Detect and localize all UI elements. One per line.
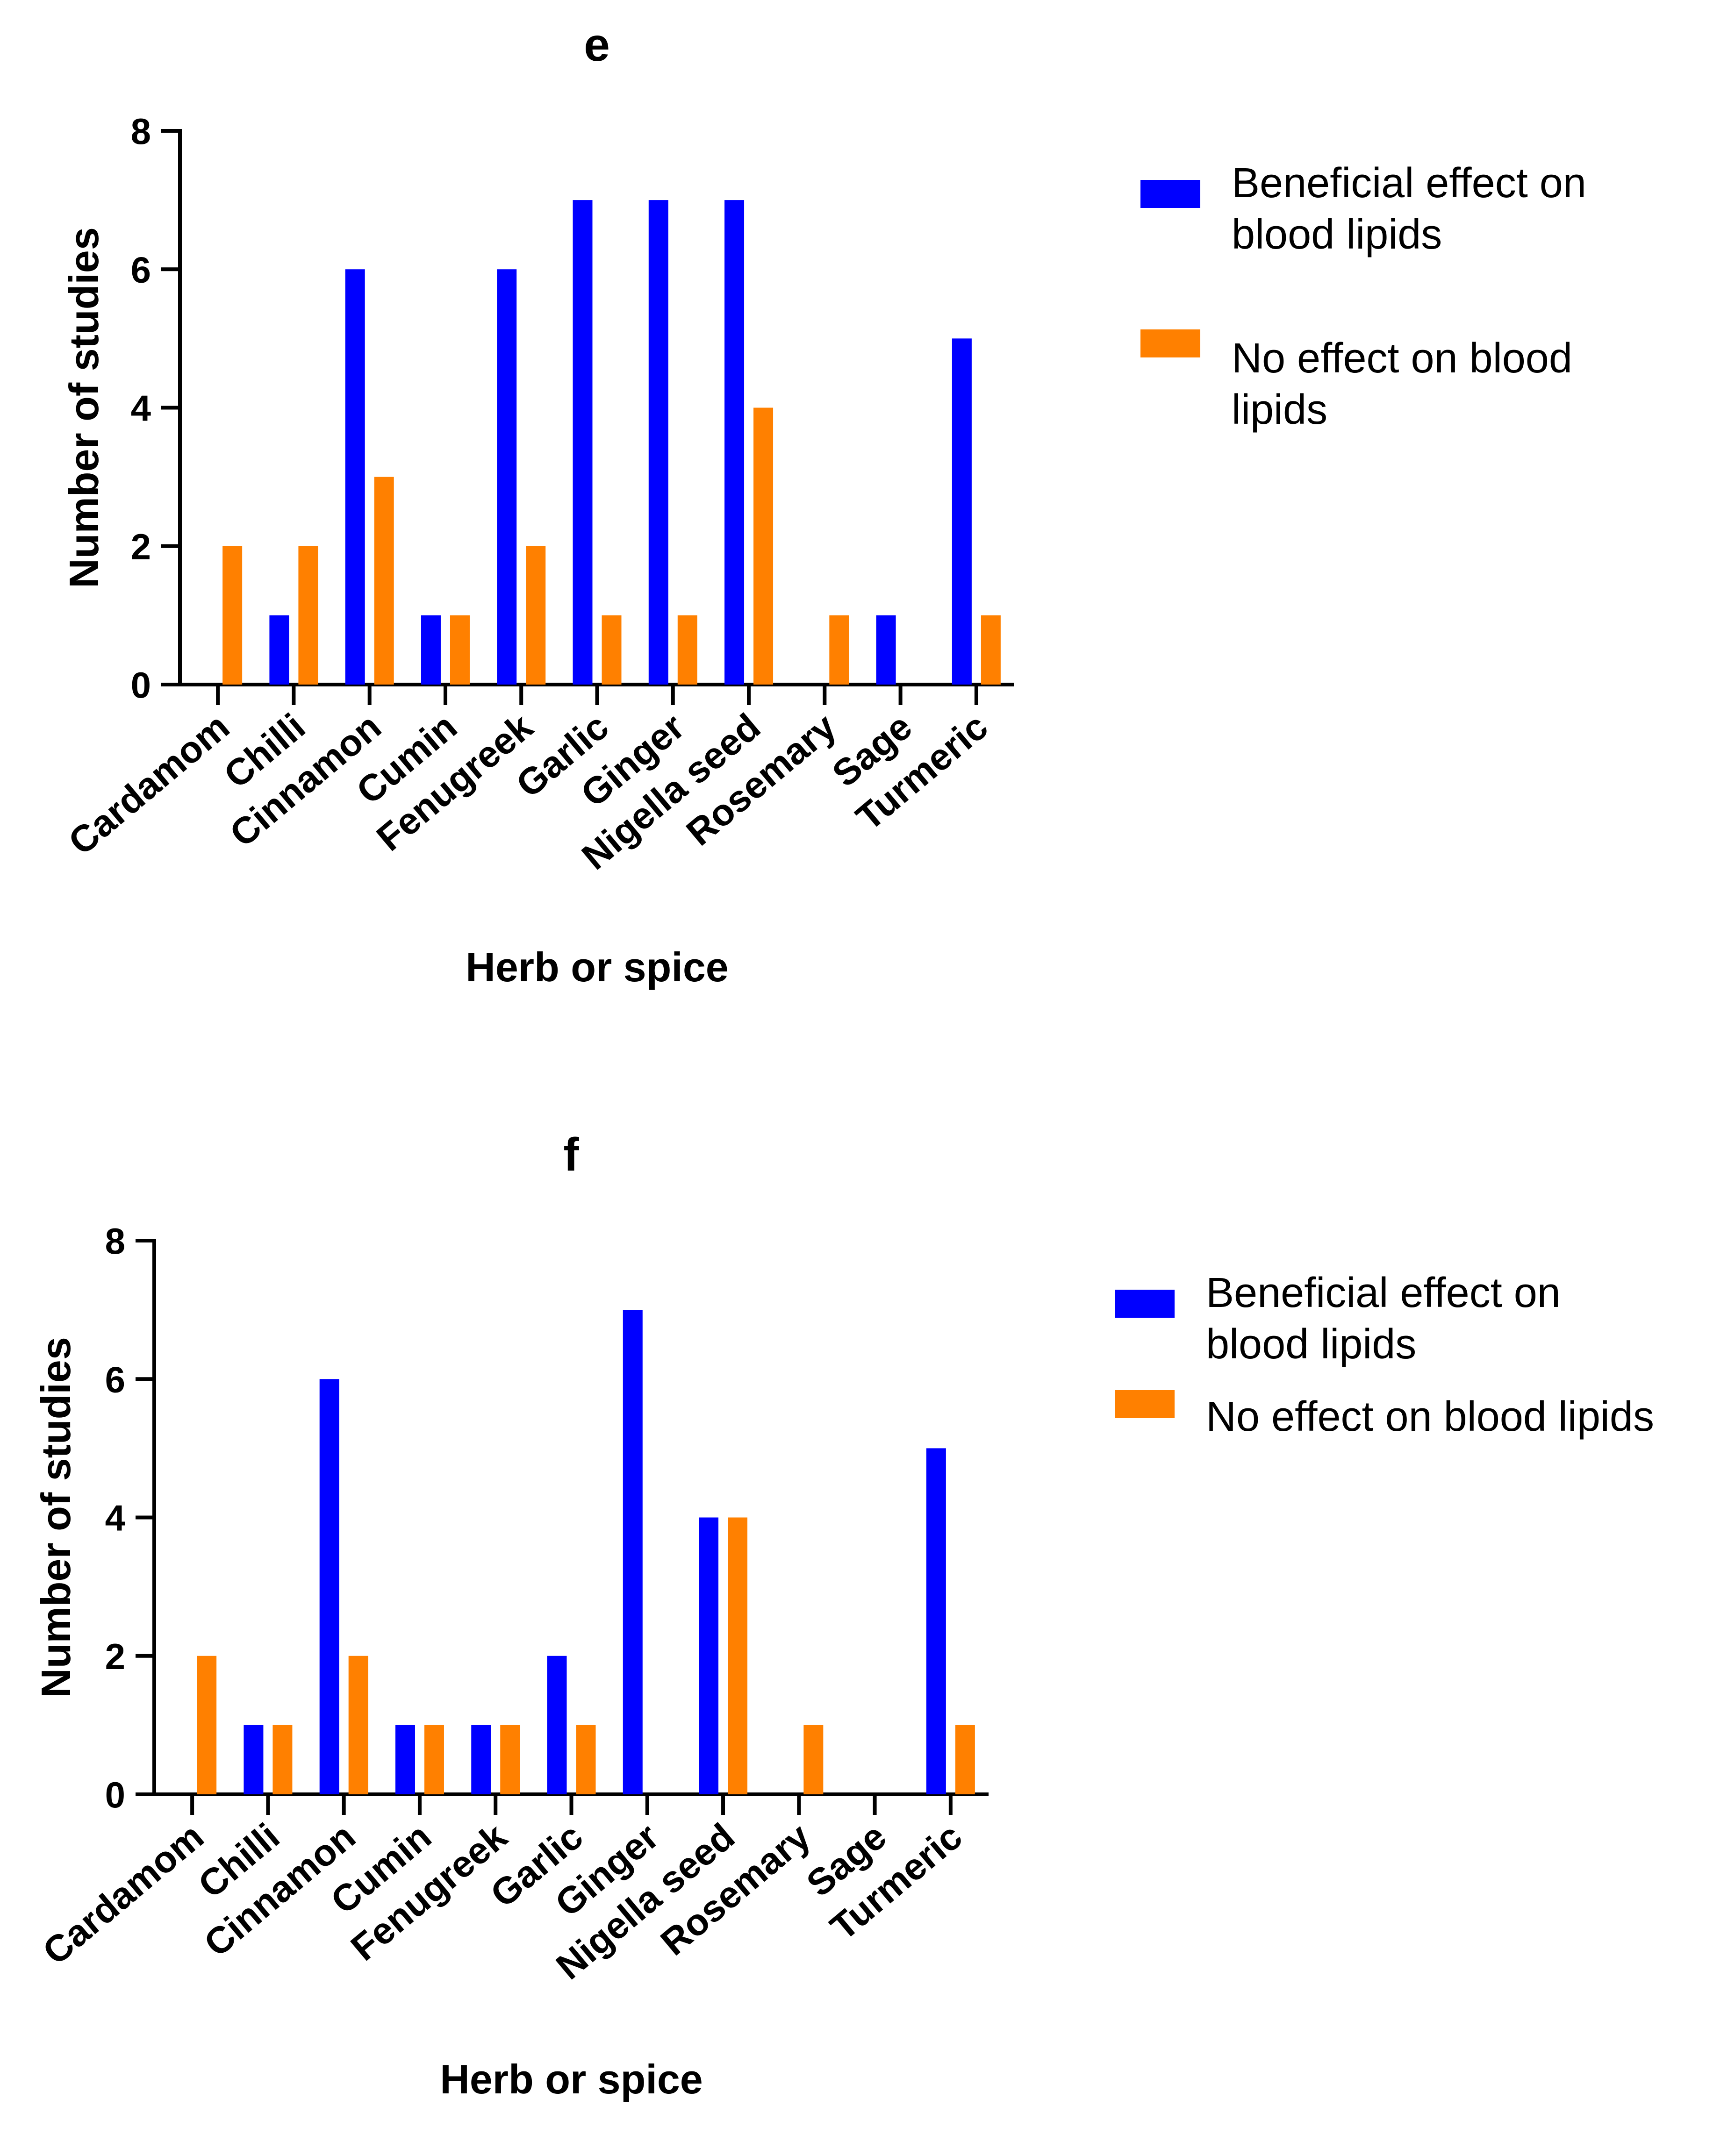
- y-tick-label: 6: [131, 249, 151, 290]
- bar-no-effect-fenugreek: [500, 1725, 520, 1794]
- bar-beneficial-garlic: [573, 200, 593, 685]
- bar-no-effect-turmeric: [955, 1725, 975, 1794]
- bar-beneficial-fenugreek: [471, 1725, 491, 1794]
- legend-label: blood lipids: [1206, 1321, 1416, 1368]
- x-axis-label: Herb or spice: [440, 2056, 703, 2102]
- bar-no-effect-garlic: [602, 615, 622, 685]
- bar-no-effect-chilli: [298, 546, 318, 685]
- y-tick-label: 6: [105, 1359, 125, 1400]
- bar-no-effect-cardamom: [197, 1656, 217, 1794]
- bar-no-effect-nigella-seed: [728, 1517, 748, 1794]
- bar-no-effect-chilli: [272, 1725, 293, 1794]
- chart-title: e: [584, 19, 610, 71]
- bar-beneficial-nigella-seed: [699, 1517, 719, 1794]
- legend-swatch-no-effect: [1115, 1390, 1175, 1418]
- bar-no-effect-rosemary: [829, 615, 849, 685]
- legend-label: lipids: [1232, 386, 1327, 433]
- bar-beneficial-ginger: [648, 200, 668, 685]
- bar-beneficial-cumin: [395, 1725, 415, 1794]
- chart-title: f: [563, 1128, 579, 1181]
- y-axis-label: Number of studies: [61, 227, 107, 588]
- bar-no-effect-ginger: [677, 615, 697, 685]
- legend-swatch-beneficial: [1140, 180, 1200, 208]
- bar-no-effect-fenugreek: [526, 546, 546, 685]
- legend-label: Beneficial effect on: [1232, 160, 1586, 207]
- bar-beneficial-cumin: [421, 615, 441, 685]
- legend-swatch-beneficial: [1115, 1290, 1175, 1318]
- bar-beneficial-sage: [876, 615, 896, 685]
- bar-beneficial-nigella-seed: [724, 200, 745, 685]
- bar-beneficial-cinnamon: [319, 1379, 339, 1794]
- bar-beneficial-fenugreek: [497, 269, 517, 685]
- bar-no-effect-garlic: [576, 1725, 596, 1794]
- bar-no-effect-cumin: [450, 615, 470, 685]
- bar-beneficial-turmeric: [952, 338, 972, 685]
- bar-beneficial-chilli: [269, 615, 289, 685]
- y-tick-label: 2: [131, 526, 151, 567]
- bar-no-effect-cinnamon: [374, 477, 394, 685]
- bar-beneficial-cinnamon: [345, 269, 365, 685]
- legend-swatch-no-effect: [1140, 329, 1200, 357]
- x-tick-label: Cardamom: [35, 1815, 211, 1973]
- bar-beneficial-chilli: [244, 1725, 264, 1794]
- legend-label: blood lipids: [1232, 211, 1442, 258]
- bar-no-effect-rosemary: [803, 1725, 824, 1794]
- y-tick-label: 0: [131, 664, 151, 706]
- legend-label: No effect on blood: [1232, 335, 1572, 382]
- bar-beneficial-garlic: [547, 1656, 567, 1794]
- bar-no-effect-nigella-seed: [753, 407, 774, 685]
- y-tick-label: 0: [105, 1774, 125, 1815]
- x-axis-label: Herb or spice: [466, 944, 728, 990]
- legend-label: Beneficial effect on: [1206, 1270, 1561, 1316]
- y-tick-label: 2: [105, 1636, 125, 1677]
- y-tick-label: 8: [131, 111, 151, 152]
- y-tick-label: 4: [105, 1498, 125, 1539]
- y-tick-label: 4: [131, 388, 151, 429]
- legend-label: No effect on blood lipids: [1206, 1393, 1654, 1440]
- y-tick-label: 8: [105, 1221, 125, 1262]
- bar-no-effect-cumin: [424, 1725, 444, 1794]
- bar-beneficial-turmeric: [926, 1448, 946, 1794]
- bar-no-effect-turmeric: [981, 615, 1001, 685]
- x-tick-label: Cardamom: [61, 706, 237, 863]
- bar-beneficial-ginger: [623, 1310, 643, 1794]
- bar-no-effect-cinnamon: [348, 1656, 368, 1794]
- bar-no-effect-cardamom: [222, 546, 243, 685]
- y-axis-label: Number of studies: [33, 1337, 79, 1698]
